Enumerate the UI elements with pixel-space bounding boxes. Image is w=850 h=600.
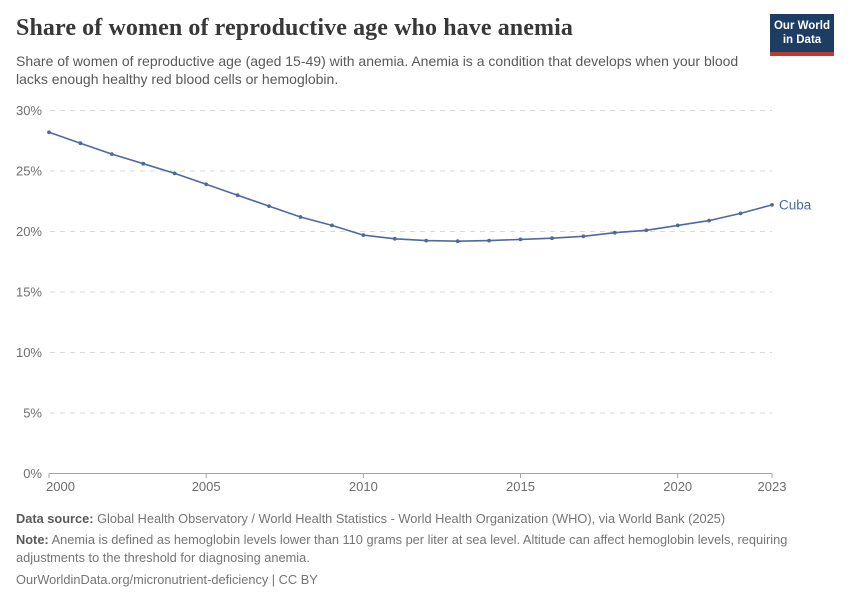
y-tick-label: 0% [23,466,42,481]
x-tick-label: 2023 [758,479,787,494]
x-tick-label: 2000 [46,479,75,494]
data-point[interactable] [330,223,334,228]
data-point[interactable] [361,233,366,238]
data-point[interactable] [392,236,397,241]
data-point[interactable] [738,211,743,216]
data-point[interactable] [204,182,209,187]
x-tick-label: 2010 [349,479,378,494]
data-point[interactable] [267,204,271,209]
data-point[interactable] [581,234,586,239]
data-point[interactable] [487,238,491,243]
y-tick-label: 20% [16,224,42,239]
owid-logo[interactable]: Our World in Data [770,14,834,56]
x-axis: 2000 2005 2010 2015 2020 2023 [46,473,787,494]
data-point[interactable] [235,193,240,198]
citation-line: OurWorldinData.org/micronutrient-deficie… [16,572,318,588]
y-tick-label: 5% [23,406,42,421]
series-label-cuba[interactable]: Cuba [779,197,812,212]
data-point[interactable] [644,228,649,233]
data-point[interactable] [550,236,554,241]
note-text: Anemia is defined as hemoglobin levels l… [16,532,788,565]
data-point[interactable] [78,141,83,146]
chart-footer: Data source: Global Health Observatory /… [16,510,834,593]
data-point[interactable] [424,238,429,243]
data-point[interactable] [455,239,460,244]
y-tick-label: 15% [16,285,42,300]
data-point[interactable] [141,161,146,166]
data-point[interactable] [110,152,114,157]
data-point[interactable] [518,237,523,242]
data-point[interactable] [770,203,774,207]
series-line-cuba[interactable] [47,130,774,244]
line-path[interactable] [48,131,773,242]
owid-logo-line2: in Data [782,34,822,47]
data-source-line: Data source: Global Health Observatory /… [16,510,834,527]
data-point[interactable] [612,230,617,235]
y-tick-label: 25% [16,164,42,179]
owid-logo-line1: Our World [773,20,830,32]
data-point[interactable] [298,215,303,219]
y-tick-label: 10% [16,345,42,360]
note-line: Note: Anemia is defined as hemoglobin le… [16,531,834,566]
data-source-text: Global Health Observatory / World Health… [97,511,726,526]
series-end-label: Cuba [779,197,812,212]
x-tick-label: 2015 [506,479,535,494]
data-source-label: Data source: [16,511,94,526]
data-point[interactable] [707,218,711,223]
line-chart[interactable]: 0% 5% 10% 15% 20% 25% 30% 2000 2005 2010 2015 2020… [0,0,850,505]
chart-header: Share of women of reproductive age who h… [16,14,834,89]
gridlines [50,110,772,414]
x-tick-label: 2005 [192,479,221,494]
note-label: Note: [16,532,49,548]
chart-subtitle: Share of women of reproductive age (aged… [16,52,739,88]
data-point[interactable] [47,130,51,135]
data-point[interactable] [172,171,177,176]
y-axis-labels: 0% 5% 10% 15% 20% 25% 30% [16,103,42,481]
page-title: Share of women of reproductive age who h… [16,15,573,41]
y-tick-label: 30% [16,103,42,118]
x-tick-label: 2020 [663,479,692,494]
data-point[interactable] [675,223,680,228]
